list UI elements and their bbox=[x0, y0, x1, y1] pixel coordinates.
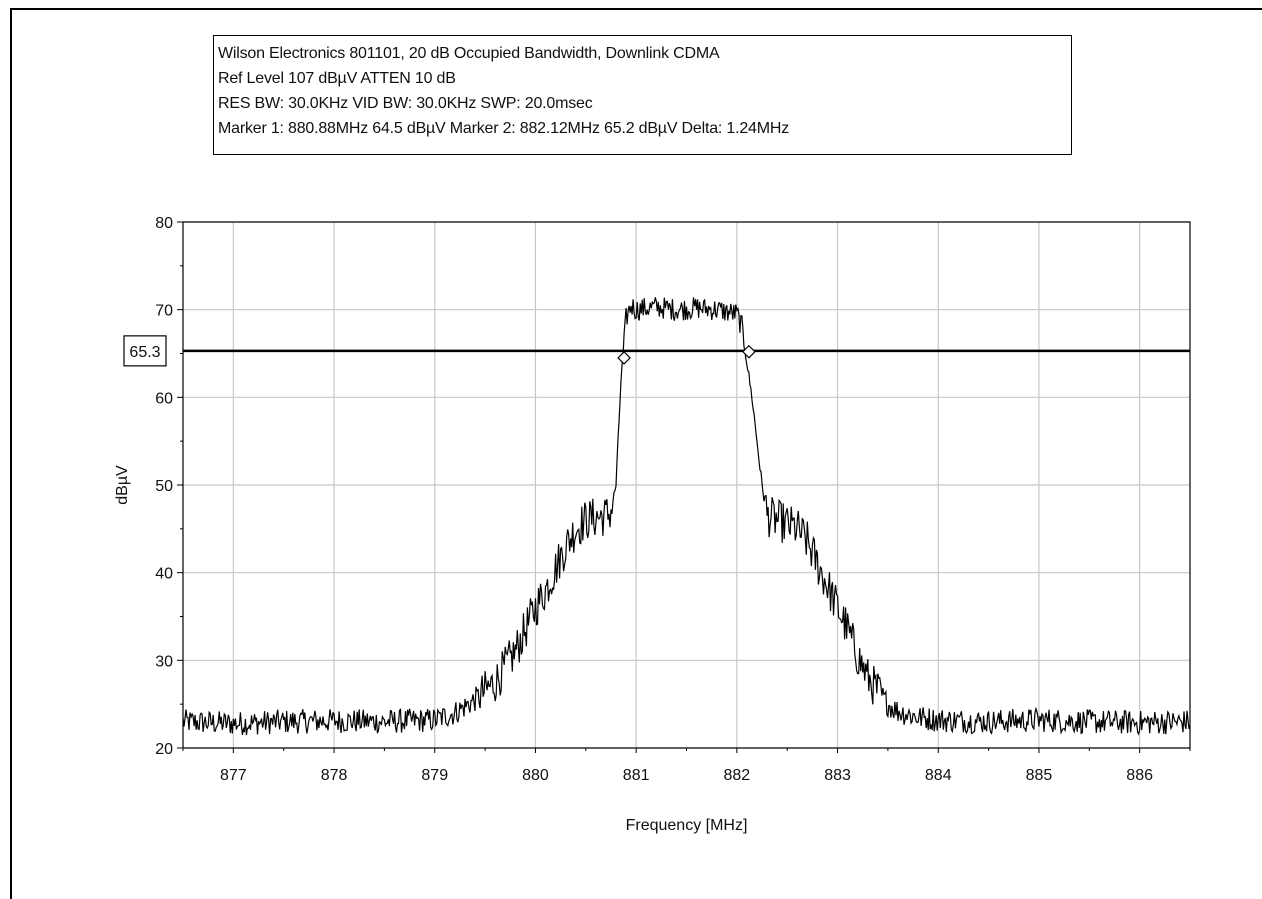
axis-ticks bbox=[177, 221, 1191, 753]
marker-2-diamond bbox=[742, 344, 756, 359]
y-tick-label: 40 bbox=[155, 566, 173, 583]
marker-points bbox=[617, 344, 756, 365]
info-ref-level-line: Ref Level 107 dBµV ATTEN 10 dB bbox=[218, 70, 456, 87]
x-tick-label: 877 bbox=[220, 767, 247, 784]
outer-frame bbox=[10, 8, 1262, 899]
y-tick-label: 70 bbox=[155, 303, 173, 320]
x-tick-label: 879 bbox=[421, 767, 448, 784]
chart-grid bbox=[183, 221, 1190, 749]
x-tick-label: 882 bbox=[723, 767, 750, 784]
info-marker-line: Marker 1: 880.88MHz 64.5 dBµV Marker 2: … bbox=[218, 120, 790, 137]
marker-1-diamond bbox=[617, 351, 631, 365]
x-tick-label: 885 bbox=[1026, 767, 1053, 784]
x-tick-label: 880 bbox=[522, 767, 549, 784]
y-tick-label: 50 bbox=[155, 478, 173, 495]
reference-level-label: 65.3 bbox=[129, 344, 160, 361]
y-tick-labels: 20 30 40 50 60 70 80 bbox=[155, 215, 173, 758]
x-tick-label: 878 bbox=[321, 767, 348, 784]
x-tick-label: 883 bbox=[824, 767, 851, 784]
x-tick-label: 881 bbox=[623, 767, 650, 784]
x-tick-label: 884 bbox=[925, 767, 952, 784]
measurement-info-box: Wilson Electronics 801101, 20 dB Occupie… bbox=[213, 35, 1072, 155]
spectrum-trace bbox=[182, 297, 1191, 736]
info-bandwidth-line: RES BW: 30.0KHz VID BW: 30.0KHz SWP: 20.… bbox=[218, 95, 593, 112]
reference-level-box bbox=[123, 335, 167, 367]
y-tick-label: 80 bbox=[155, 215, 173, 232]
x-axis-label: Frequency [MHz] bbox=[626, 817, 748, 834]
y-axis-label: dBµV bbox=[114, 465, 131, 505]
y-tick-label: 30 bbox=[155, 653, 173, 670]
x-tick-label: 886 bbox=[1126, 767, 1153, 784]
info-title-line: Wilson Electronics 801101, 20 dB Occupie… bbox=[218, 45, 720, 62]
x-tick-labels: 877 878 879 880 881 882 883 884 885 886 bbox=[220, 767, 1153, 784]
y-tick-label: 20 bbox=[155, 741, 173, 758]
y-tick-label: 60 bbox=[155, 390, 173, 407]
